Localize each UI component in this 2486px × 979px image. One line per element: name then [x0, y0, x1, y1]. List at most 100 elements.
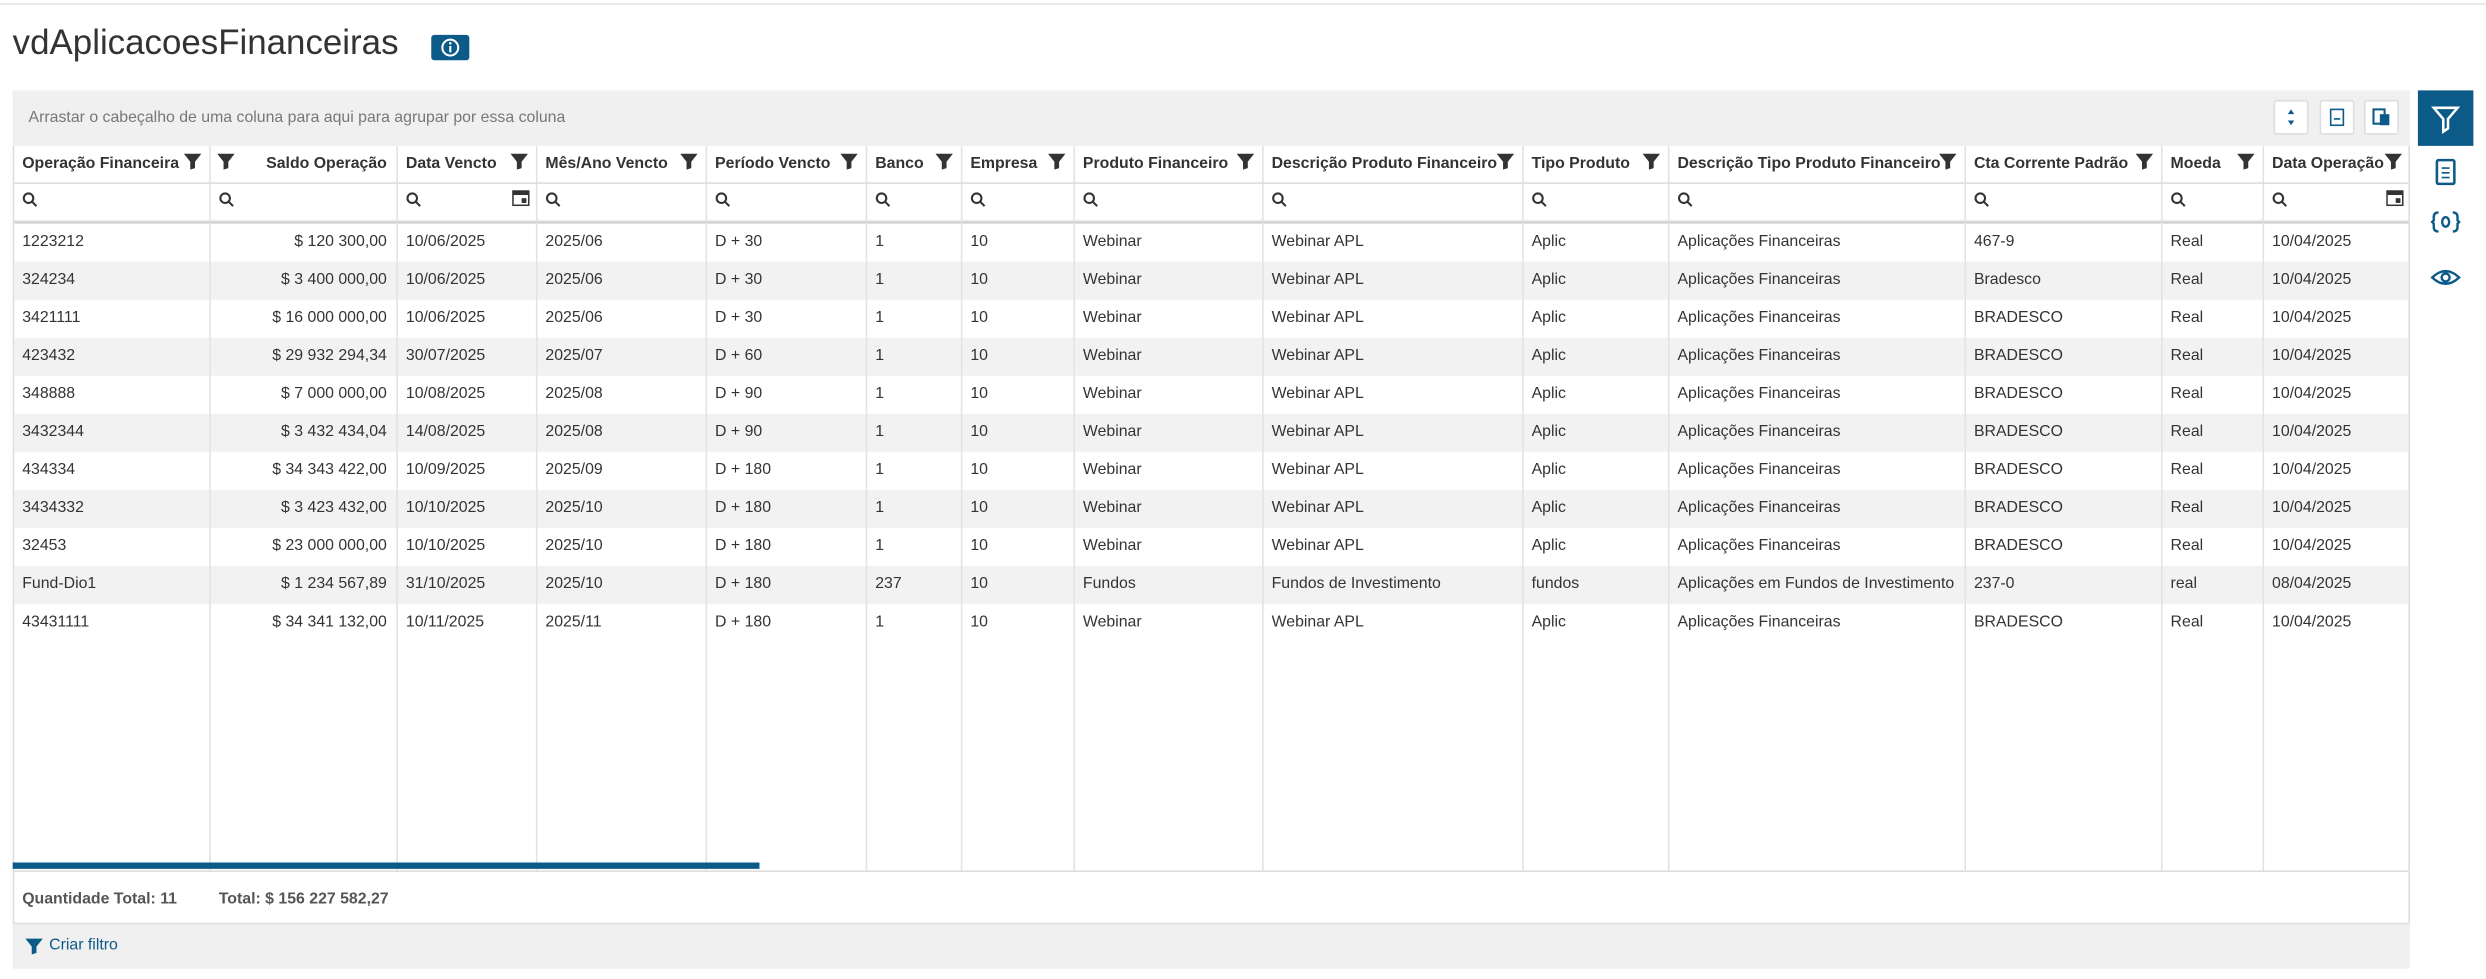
column-header[interactable]: Cta Corrente Padrão — [1964, 146, 2162, 184]
column-divider — [396, 145, 398, 871]
search-icon — [1083, 192, 1098, 207]
info-button[interactable] — [431, 34, 470, 61]
column-header[interactable]: Data Vencto — [396, 146, 536, 184]
column-header[interactable]: Moeda — [2161, 146, 2263, 184]
column-header[interactable]: Banco — [865, 146, 961, 184]
table-cell: Aplic — [1531, 613, 1566, 632]
filter-cell[interactable] — [960, 184, 1074, 222]
filter-cell[interactable] — [396, 184, 536, 222]
search-icon — [1272, 192, 1287, 207]
table-cell: 10 — [970, 385, 988, 403]
view-tab[interactable] — [2418, 251, 2473, 306]
filter-cell[interactable] — [1522, 184, 1668, 222]
page-title: vdAplicacoesFinanceiras — [12, 22, 399, 62]
header-filter[interactable] — [1048, 147, 1066, 182]
icon — [2329, 108, 2345, 127]
column-divider — [1262, 145, 1264, 871]
table-cell: Aplicações Financeiras — [1677, 385, 1841, 403]
table-cell: Webinar — [1082, 309, 1142, 327]
table-cell: Aplic — [1531, 499, 1566, 517]
table-cell: Aplicações Financeiras — [1677, 613, 1841, 632]
header-filter[interactable] — [680, 147, 698, 182]
table-cell: Aplicações em Fundos de Investimento — [1677, 575, 1955, 593]
header-filter[interactable] — [2237, 147, 2255, 182]
row-stripe — [14, 261, 2409, 300]
column-header[interactable]: Operação Financeira — [14, 146, 210, 184]
table-cell: 10/04/2025 — [2272, 309, 2352, 327]
column-header[interactable]: Descrição Produto Financeiro — [1262, 146, 1523, 184]
header-filter[interactable] — [2384, 147, 2403, 182]
create-filter-link[interactable]: Criar filtro — [49, 937, 118, 955]
header-filter[interactable] — [840, 147, 858, 182]
filter-icon — [510, 153, 528, 170]
header-filter[interactable] — [1642, 147, 1661, 182]
filter-cell[interactable] — [1667, 184, 1965, 222]
column-chooser-button[interactable] — [2363, 99, 2399, 135]
column-header[interactable]: Saldo Operação — [209, 146, 397, 184]
filter-cell[interactable] — [2262, 184, 2409, 222]
search-icon — [2171, 192, 2186, 207]
search-icon — [715, 192, 731, 207]
table-cell: Real — [2170, 461, 2204, 479]
filter-cell[interactable] — [1073, 184, 1263, 222]
table-cell: $ 34 341 132,00 — [272, 613, 387, 632]
scrollbar[interactable] — [12, 862, 760, 869]
table-cell: D + 90 — [715, 423, 763, 441]
filter-cell[interactable] — [1964, 184, 2162, 222]
filter-cell[interactable] — [2161, 184, 2263, 222]
table-cell: 10/04/2025 — [2272, 537, 2352, 555]
clipboard-tab[interactable] — [2418, 146, 2473, 201]
column-header[interactable]: Empresa — [960, 146, 1074, 184]
column-divider — [960, 145, 963, 871]
header-filter[interactable] — [1939, 147, 1957, 182]
header-filter[interactable] — [1496, 147, 1515, 182]
header-filter[interactable] — [1236, 147, 1255, 182]
filter-cell[interactable] — [209, 184, 397, 222]
column-divider — [1667, 145, 1670, 871]
table-cell: 14/08/2025 — [405, 423, 486, 441]
filter-icon — [680, 153, 698, 170]
column-header[interactable]: Descrição Tipo Produto Financeiro — [1667, 146, 1965, 184]
table-cell: 237-0 — [1973, 575, 2015, 593]
export-pdf-button[interactable] — [2319, 99, 2355, 135]
variables-tab[interactable] — [2418, 195, 2473, 250]
table-cell: 10/04/2025 — [2272, 385, 2352, 403]
table-cell: 2025/06 — [545, 309, 603, 327]
header-filter[interactable] — [935, 147, 953, 182]
table-cell: 423432 — [22, 347, 76, 365]
column-header[interactable]: Data Operação — [2262, 146, 2409, 184]
filter-bar[interactable]: Criar filtro — [12, 924, 2410, 969]
filter-tab[interactable] — [2417, 90, 2474, 146]
filter-cell[interactable] — [535, 184, 706, 222]
table-cell: Real — [2170, 537, 2204, 555]
filter-cell[interactable] — [865, 184, 961, 222]
header-label: Banco — [875, 155, 924, 173]
header-filter[interactable] — [183, 147, 202, 182]
search-icon — [22, 192, 38, 207]
table-cell: $ 7 000 000,00 — [281, 385, 387, 403]
table-cell: Aplic — [1531, 461, 1566, 479]
header-filter[interactable] — [2135, 147, 2154, 182]
column-header[interactable]: Mês/Ano Vencto — [535, 146, 706, 184]
table-cell: Webinar APL — [1271, 347, 1364, 365]
table-cell: Aplicações Financeiras — [1677, 271, 1841, 289]
header-filter[interactable] — [217, 147, 235, 182]
column-header[interactable]: Tipo Produto — [1522, 146, 1668, 184]
header-label: Operação Financeira — [22, 155, 180, 173]
table-cell: Webinar APL — [1271, 271, 1364, 289]
table-cell: 3421111 — [22, 309, 81, 327]
header-filter[interactable] — [510, 147, 528, 182]
table-cell: Real — [2170, 423, 2204, 441]
filter-cell[interactable] — [1262, 184, 1523, 222]
expand-button[interactable] — [2273, 99, 2309, 135]
table-cell: BRADESCO — [1973, 385, 2063, 403]
table-cell: Webinar — [1082, 385, 1142, 403]
filter-cell[interactable] — [14, 184, 210, 222]
table-cell: 3432344 — [22, 423, 84, 441]
table-cell: D + 180 — [715, 499, 772, 517]
column-header[interactable]: Período Vencto — [705, 146, 866, 184]
filter-cell[interactable] — [705, 184, 866, 222]
table-cell: 3434332 — [22, 499, 84, 517]
table-cell: BRADESCO — [1973, 309, 2063, 327]
column-header[interactable]: Produto Financeiro — [1073, 146, 1263, 184]
